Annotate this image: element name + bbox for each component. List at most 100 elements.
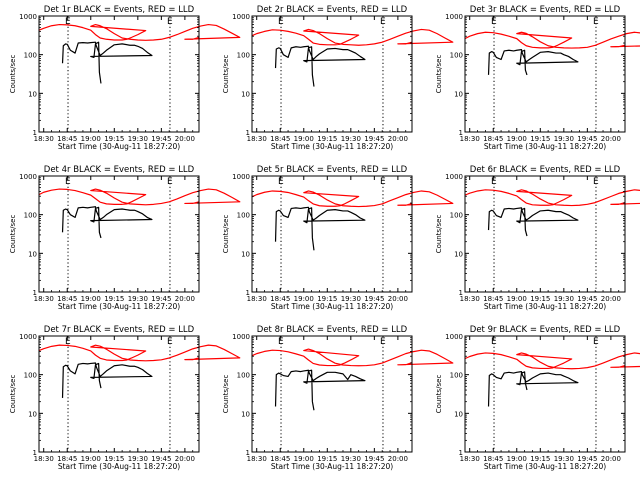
y-tick-label: 1	[33, 449, 37, 457]
event-marker-label: E	[167, 17, 173, 27]
x-tick-label: 19:15	[530, 135, 550, 143]
event-marker-label: E	[593, 17, 599, 27]
x-axis-label: Start Time (30-Aug-11 18:27:20)	[484, 142, 606, 151]
y-tick-label: 10	[241, 250, 250, 258]
x-tick-label: 18:30	[460, 455, 480, 463]
y-axis-label: Counts/sec	[9, 375, 17, 414]
x-tick-label: 19:45	[364, 455, 384, 463]
y-tick-label: 1	[246, 129, 250, 137]
y-tick-label: 100	[24, 372, 37, 380]
y-tick-label: 100	[450, 372, 463, 380]
x-tick-label: 19:45	[577, 135, 597, 143]
y-tick-label: 1000	[232, 13, 250, 21]
x-tick-label: 18:30	[34, 135, 54, 143]
y-tick-label: 1	[33, 129, 37, 137]
x-tick-label: 19:45	[364, 295, 384, 303]
event-marker-label: E	[380, 177, 386, 187]
x-tick-label: 19:45	[151, 455, 171, 463]
event-marker-label: E	[380, 337, 386, 347]
x-tick-label: 20:00	[601, 295, 621, 303]
plot-frame	[251, 335, 413, 453]
y-tick-label: 10	[454, 410, 463, 418]
x-tick-label: 18:45	[57, 135, 77, 143]
x-axis-label: Start Time (30-Aug-11 18:27:20)	[58, 302, 180, 311]
y-axis-label: Counts/sec	[222, 215, 230, 254]
series-lld	[251, 348, 454, 367]
x-tick-label: 20:00	[388, 455, 408, 463]
y-axis-label: Counts/sec	[435, 55, 443, 94]
y-tick-label: 1	[246, 449, 250, 457]
panel-title: Det 2r BLACK = Events, RED = LLD	[257, 5, 408, 15]
x-axis-label: Start Time (30-Aug-11 18:27:20)	[271, 142, 393, 151]
series-events	[274, 45, 366, 87]
series-lld	[251, 190, 454, 208]
series-events	[487, 371, 579, 407]
y-tick-label: 1000	[232, 333, 250, 341]
y-tick-label: 10	[28, 250, 37, 258]
x-tick-label: 19:30	[341, 455, 361, 463]
y-axis-label: Counts/sec	[435, 215, 443, 254]
y-tick-label: 1	[459, 129, 463, 137]
y-tick-label: 100	[237, 52, 250, 60]
x-tick-label: 19:15	[104, 455, 124, 463]
x-tick-label: 19:30	[554, 135, 574, 143]
y-tick-label: 100	[450, 52, 463, 60]
x-tick-label: 19:30	[554, 455, 574, 463]
y-tick-label: 1000	[445, 13, 463, 21]
x-axis-label: Start Time (30-Aug-11 18:27:20)	[58, 142, 180, 151]
panel-det-7: Det 7r BLACK = Events, RED = LLD E E 1 10 100…	[9, 325, 241, 471]
x-tick-label: 18:30	[460, 135, 480, 143]
event-marker-label: E	[278, 177, 284, 187]
x-tick-label: 19:15	[317, 295, 337, 303]
x-tick-label: 19:45	[151, 295, 171, 303]
panel-title: Det 5r BLACK = Events, RED = LLD	[257, 165, 408, 175]
y-axis-label: Counts/sec	[9, 215, 17, 254]
x-axis-label: Start Time (30-Aug-11 18:27:20)	[58, 462, 180, 471]
x-tick-label: 18:45	[483, 455, 503, 463]
x-tick-label: 19:45	[577, 455, 597, 463]
plot-frame	[464, 335, 626, 453]
y-tick-label: 100	[237, 212, 250, 220]
plot-frame	[251, 15, 413, 133]
panel-det-5: Det 5r BLACK = Events, RED = LLD E E 1 10 100…	[222, 165, 454, 311]
event-marker-label: E	[167, 337, 173, 347]
y-axis-label: Counts/sec	[435, 375, 443, 414]
x-tick-label: 19:15	[317, 135, 337, 143]
y-tick-label: 10	[241, 90, 250, 98]
event-marker-label: E	[167, 177, 173, 187]
x-tick-label: 19:15	[317, 455, 337, 463]
y-axis-label: Counts/sec	[222, 375, 230, 414]
y-tick-label: 100	[24, 52, 37, 60]
series-lld	[464, 189, 640, 207]
series-events	[61, 206, 153, 239]
x-tick-label: 18:30	[34, 455, 54, 463]
x-tick-label: 18:45	[483, 295, 503, 303]
y-axis-label: Counts/sec	[222, 55, 230, 94]
y-tick-label: 1000	[445, 333, 463, 341]
x-tick-label: 19:15	[530, 295, 550, 303]
y-tick-label: 1000	[19, 173, 37, 181]
x-tick-label: 19:00	[507, 295, 527, 303]
y-tick-label: 1000	[232, 173, 250, 181]
x-tick-label: 18:45	[57, 295, 77, 303]
x-tick-label: 19:45	[364, 135, 384, 143]
panel-det-2: Det 2r BLACK = Events, RED = LLD E E 1 10 100…	[222, 5, 454, 151]
x-tick-label: 18:45	[57, 455, 77, 463]
plot-frame	[251, 175, 413, 293]
panel-det-1: Det 1r BLACK = Events, RED = LLD E E 1 10 100…	[9, 5, 241, 151]
x-tick-label: 18:45	[270, 135, 290, 143]
x-tick-label: 19:45	[151, 135, 171, 143]
series-lld	[38, 188, 241, 206]
y-tick-label: 1	[459, 449, 463, 457]
event-marker-label: E	[65, 337, 71, 347]
event-marker-label: E	[491, 177, 497, 187]
series-events	[274, 206, 366, 251]
x-tick-label: 20:00	[175, 455, 195, 463]
y-tick-label: 1000	[19, 333, 37, 341]
event-marker-label: E	[593, 337, 599, 347]
y-tick-label: 100	[24, 212, 37, 220]
series-lld	[464, 352, 640, 370]
plot-frame	[38, 335, 200, 453]
series-lld	[38, 23, 241, 41]
